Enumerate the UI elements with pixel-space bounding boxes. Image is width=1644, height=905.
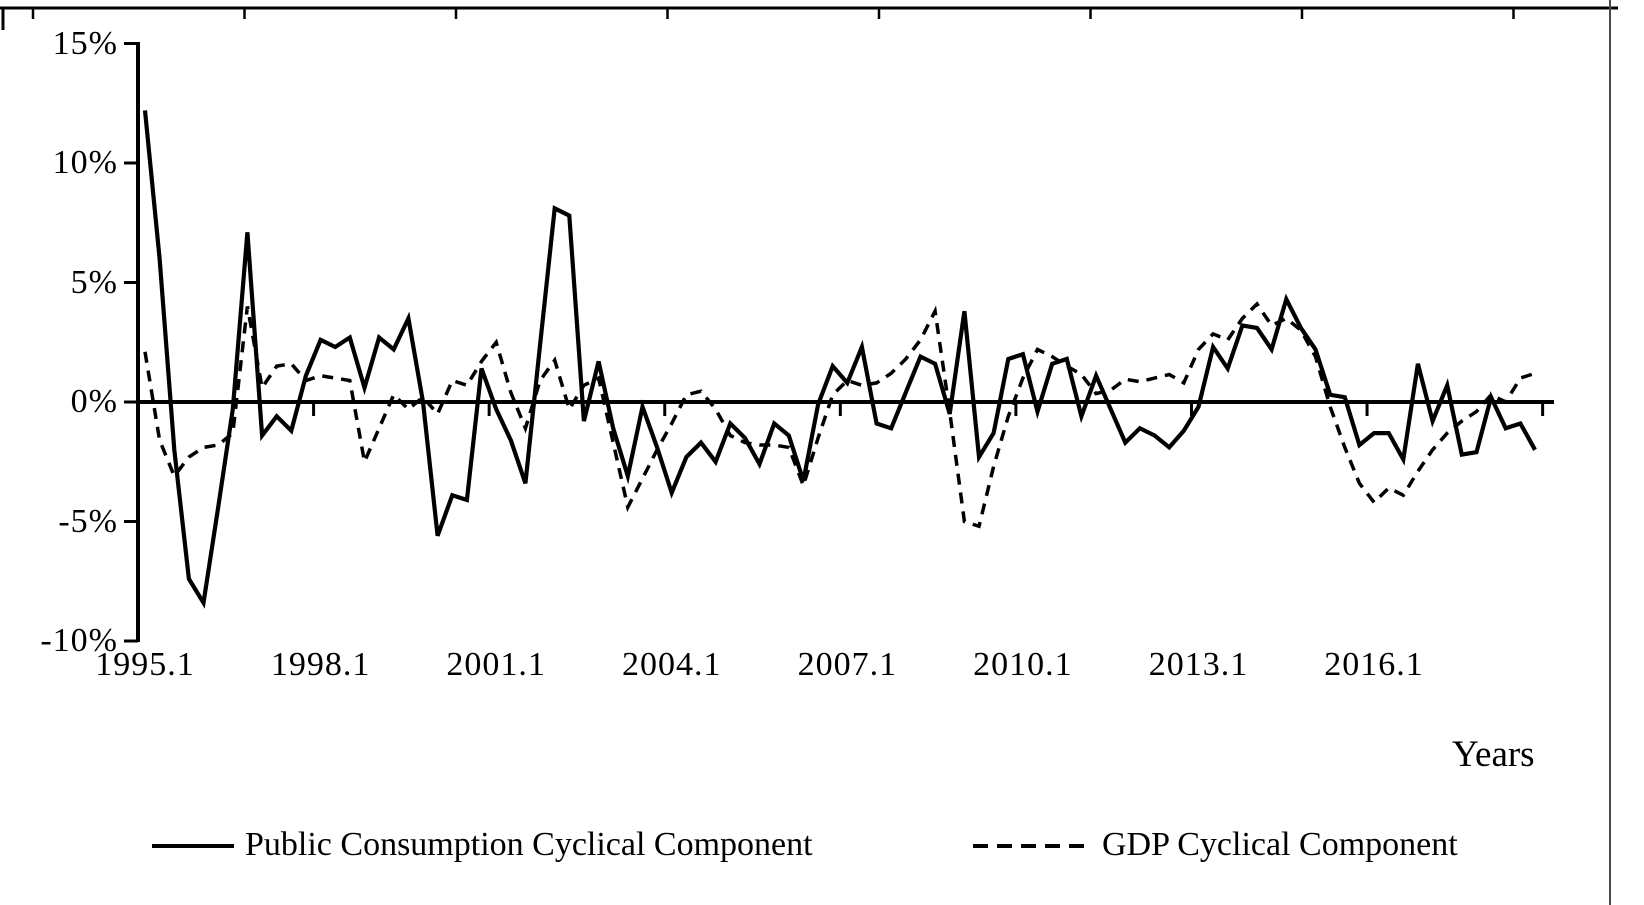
y-axis-label--5: -5% (58, 502, 118, 540)
y-axis-label-10: 10% (52, 144, 118, 181)
x-axis-label-2004.1: 2004.1 (621, 646, 722, 683)
y-axis-label-5: 5% (70, 263, 118, 301)
x-axis-label-2001.1: 2001.1 (446, 646, 546, 683)
legend-label-public-consumption: Public Consumption Cyclical Component (245, 826, 813, 863)
top-border-ticks (31, 8, 1515, 19)
y-axis-ticks (124, 42, 138, 643)
x-axis-label-2013.1: 2013.1 (1148, 646, 1249, 683)
x-axis-ticks (136, 402, 1545, 416)
legend-solid-line-swatch (152, 844, 234, 848)
y-axis-label-15: 15% (52, 24, 118, 62)
x-axis-title: Years (1452, 734, 1535, 775)
x-axis-label-2007.1: 2007.1 (797, 646, 898, 683)
legend-dashed-line-swatch (973, 844, 1091, 848)
x-axis-label-1998.1: 1998.1 (270, 646, 371, 683)
series-public-consumption-cyclical (142, 110, 1537, 609)
series-gdp-cyclical (143, 301, 1536, 529)
x-axis-label-2010.1: 2010.1 (973, 646, 1073, 683)
x-axis-label-1995.1: 1995.1 (95, 646, 195, 683)
y-axis-label--10: -10% (40, 622, 118, 659)
x-axis-label-2016.1: 2016.1 (1324, 646, 1424, 683)
legend-label-gdp: GDP Cyclical Component (1102, 826, 1458, 863)
y-axis-label-0: 0% (70, 383, 118, 420)
